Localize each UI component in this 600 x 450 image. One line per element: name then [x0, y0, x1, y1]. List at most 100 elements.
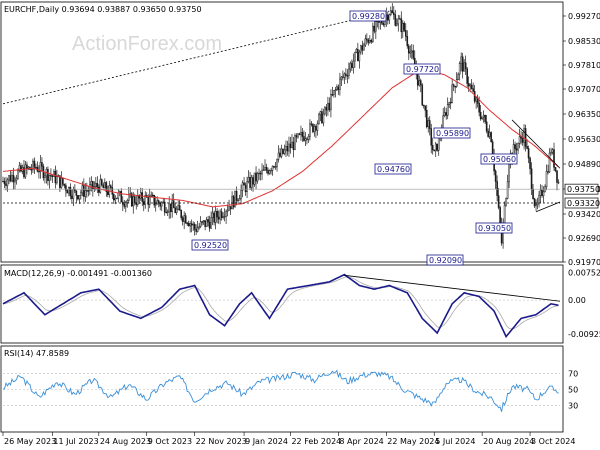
candle-body — [249, 177, 251, 188]
candle-body — [390, 10, 392, 15]
candle-body — [324, 107, 326, 115]
price-annotation-label: 0.97720 — [406, 65, 439, 74]
x-tick-label: 24 Aug 2023 — [100, 437, 151, 446]
candle-body — [110, 185, 112, 188]
x-tick-label: 9 Oct 2023 — [148, 437, 192, 446]
candle-body — [96, 183, 99, 188]
candle-body — [35, 166, 37, 169]
candle-body — [66, 190, 69, 194]
candle-body — [87, 190, 90, 192]
candle-body — [171, 200, 173, 212]
candle-body — [436, 143, 439, 151]
candle-body — [11, 175, 13, 182]
candle-body — [418, 80, 421, 86]
candle-body — [204, 220, 206, 227]
candle-body — [132, 196, 135, 207]
rsi-title: RSI(14) 47.8589 — [4, 349, 69, 358]
price-annotation-box — [349, 10, 387, 22]
candle-body — [271, 166, 274, 171]
candle-body — [285, 145, 287, 151]
candle-body — [455, 79, 458, 87]
candle-body — [292, 141, 295, 150]
price-annotation-box — [426, 254, 464, 266]
candle-body — [547, 171, 549, 173]
candle-body — [554, 167, 557, 171]
candle-body — [539, 189, 542, 196]
candle-body — [120, 191, 123, 203]
candle-body — [89, 184, 91, 191]
candle-body — [130, 193, 133, 207]
candle-body — [69, 186, 72, 197]
candle-body — [225, 211, 227, 217]
x-tick-label: 11 Jul 2023 — [53, 437, 98, 446]
candle-body — [339, 78, 341, 90]
candle-body — [229, 206, 232, 210]
candle-body — [288, 143, 290, 152]
candle-body — [210, 217, 212, 229]
candle-body — [410, 50, 413, 53]
candle-body — [361, 45, 364, 51]
candle-body — [51, 175, 54, 177]
candle-body — [33, 160, 36, 168]
candle-body — [448, 102, 450, 105]
candle-body — [154, 203, 157, 206]
candle-body — [518, 136, 521, 144]
candle-body — [313, 125, 316, 133]
candle-body — [366, 38, 368, 41]
candle-body — [485, 121, 488, 132]
price-tick-label: 0.97070 — [568, 85, 600, 94]
candle-body — [172, 200, 175, 209]
candle-body — [395, 23, 398, 26]
candle-body — [553, 149, 555, 168]
candle-body — [2, 180, 4, 183]
candle-body — [464, 62, 467, 70]
candle-body — [348, 68, 350, 77]
candle-body — [333, 90, 335, 96]
candle-body — [538, 195, 540, 204]
candle-body — [124, 202, 127, 207]
candle-body — [416, 73, 419, 86]
candle-body — [169, 203, 172, 212]
x-tick-label: 22 May 2024 — [387, 437, 439, 446]
candle-body — [419, 80, 422, 86]
candle-body — [351, 63, 353, 68]
candle-body — [532, 188, 534, 199]
candle-body — [192, 223, 194, 226]
candle-body — [163, 201, 166, 213]
candle-body — [273, 166, 275, 168]
candle-body — [497, 195, 500, 208]
candle-body — [318, 114, 320, 124]
candle-body — [219, 211, 221, 220]
x-tick-label: 3 Oct 2024 — [531, 437, 575, 446]
candle-body — [261, 169, 263, 175]
candle-body — [301, 132, 304, 137]
macd-tick-label: 0.00 — [568, 296, 586, 305]
candle-body — [168, 203, 171, 213]
candle-body — [316, 123, 319, 131]
candle-body — [126, 200, 129, 203]
price-tag-box — [564, 183, 599, 195]
candle-body — [238, 198, 241, 201]
candle-body — [482, 114, 485, 118]
candle-body — [23, 167, 25, 178]
candle-body — [475, 97, 477, 102]
price-tick-label: 0.93420 — [568, 210, 600, 219]
candle-body — [90, 181, 93, 186]
candle-body — [375, 21, 377, 32]
candle-body — [551, 149, 554, 153]
candle-body — [352, 60, 355, 68]
candle-body — [178, 205, 181, 211]
candle-body — [363, 44, 365, 51]
candle-body — [391, 10, 394, 13]
candle-body — [166, 211, 169, 213]
candle-body — [336, 86, 338, 91]
moving-average-line — [2, 67, 559, 208]
candle-body — [177, 205, 179, 210]
candle-body — [343, 73, 346, 78]
candle-body — [244, 184, 247, 193]
candle-body — [181, 217, 184, 222]
candle-body — [545, 171, 548, 187]
x-tick-label: 20 Aug 2024 — [483, 437, 534, 446]
candle-body — [50, 175, 52, 177]
